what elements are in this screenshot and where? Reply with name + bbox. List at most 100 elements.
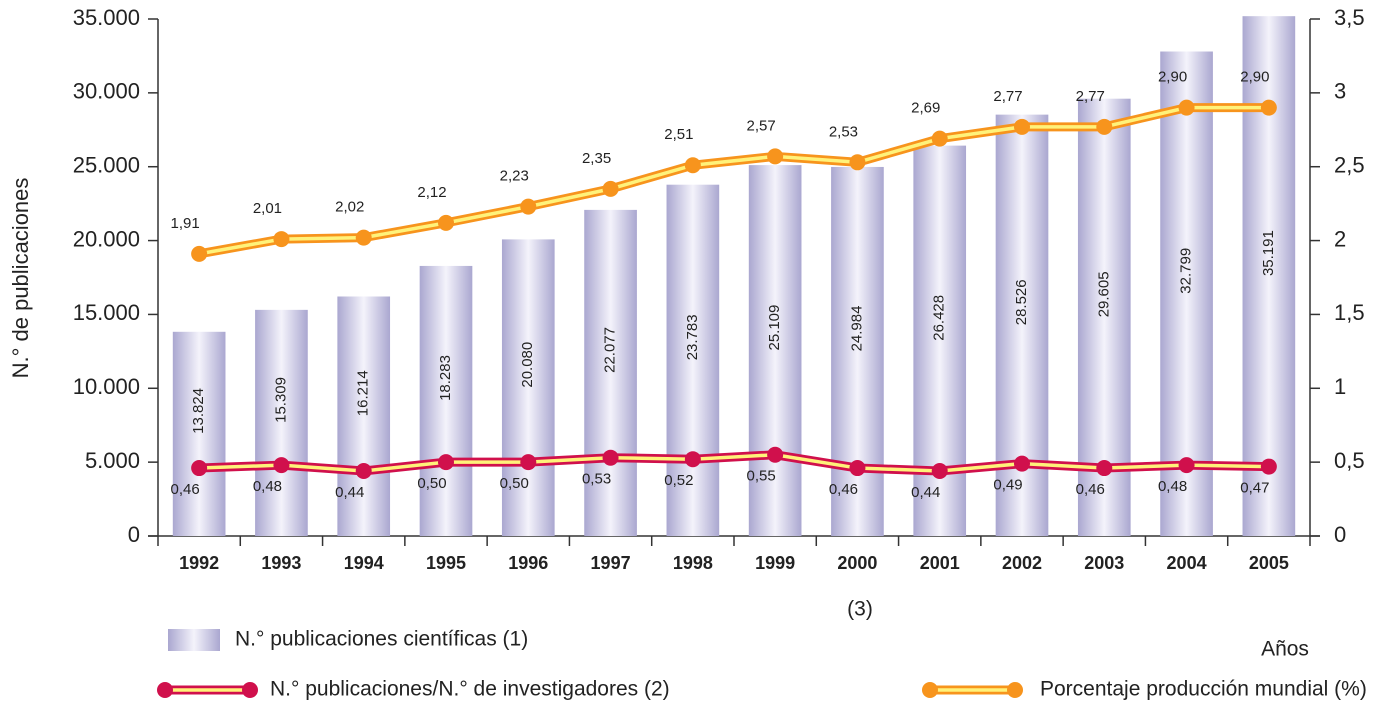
line-marker (931, 463, 948, 480)
line-value-label: 2,02 (335, 199, 364, 216)
x-tick-label: 2004 (1167, 553, 1207, 573)
line-value-label: 0,50 (500, 475, 529, 492)
x-tick-label: 2001 (920, 553, 960, 573)
bar-value-label: 28.526 (1013, 279, 1030, 325)
line-marker (684, 451, 701, 468)
legend-label: N.° publicaciones/N.° de investigadores … (270, 678, 670, 701)
x-tick-label: 2003 (1084, 553, 1124, 573)
bar-value-label: 20.080 (519, 342, 536, 388)
bar-value-label: 35.191 (1260, 230, 1277, 276)
y2-tick-label: 0,5 (1334, 448, 1365, 473)
line-marker (438, 214, 454, 231)
line (199, 452, 1269, 473)
line-marker (849, 460, 866, 477)
bar (1160, 51, 1213, 537)
line-marker (1014, 455, 1030, 472)
bar (501, 239, 555, 536)
line-value-label: 0,47 (1240, 480, 1269, 497)
y2-tick-label: 0 (1334, 522, 1346, 547)
y-tick-label: 0 (128, 522, 140, 547)
line-marker (602, 180, 619, 197)
line-value-label: 0,46 (171, 481, 200, 498)
x-tick-label: 2002 (1002, 553, 1042, 573)
bar (666, 184, 720, 537)
bar-value-label: 32.799 (1178, 248, 1195, 294)
line-value-label: 0,48 (1158, 478, 1187, 495)
line-value-label: 2,51 (664, 126, 693, 143)
bar-value-label: 15.309 (272, 377, 289, 423)
line-value-label: 2,90 (1158, 69, 1187, 86)
line-value-label: 0,49 (993, 477, 1022, 494)
y2-tick-label: 2,5 (1334, 153, 1365, 178)
legend-swatch (168, 629, 220, 651)
line-marker (273, 231, 290, 248)
x-tick-label: 2005 (1249, 553, 1289, 573)
line-marker (355, 463, 372, 480)
legend-label: Porcentaje producción mundial (%) (1040, 678, 1367, 701)
line-value-label: 0,52 (664, 472, 693, 489)
line-value-label: 0,50 (417, 475, 446, 492)
line-value-label: 0,46 (1076, 481, 1105, 498)
bar (337, 296, 391, 536)
bar-value-label: 25.109 (766, 305, 783, 351)
line-value-label: 2,01 (253, 200, 282, 217)
legend-swatch (242, 682, 258, 698)
line-marker (355, 229, 372, 246)
bar (584, 209, 637, 536)
x-axis-label: Años (1261, 638, 1309, 661)
y-tick-label: 5.000 (85, 448, 140, 473)
line-value-label: 2,23 (500, 168, 529, 185)
line-value-label: 0,53 (582, 471, 611, 488)
line-marker (1260, 99, 1277, 116)
y-tick-label: 20.000 (73, 226, 140, 251)
line-value-label: 0,55 (747, 468, 776, 485)
line-value-label: 2,53 (829, 123, 858, 140)
bar-value-label: 23.783 (684, 314, 701, 360)
line-marker (273, 457, 290, 474)
bar-value-label: 22.077 (602, 327, 619, 373)
note: (3) (847, 598, 873, 621)
x-tick-label: 1998 (673, 553, 713, 573)
y-tick-label: 10.000 (73, 374, 140, 399)
bar-value-label: 18.283 (437, 355, 454, 401)
legend-label: N.° publicaciones científicas (1) (235, 628, 528, 651)
legend-swatch (157, 682, 173, 698)
line-marker (767, 446, 784, 463)
line-value-label: 2,77 (1076, 88, 1105, 105)
bar-value-label: 16.214 (355, 370, 372, 416)
y2-tick-label: 2 (1334, 226, 1346, 251)
line-value-label: 0,44 (335, 484, 364, 501)
bar (172, 331, 226, 536)
line-marker (1260, 458, 1277, 475)
bar-value-label: 13.824 (190, 388, 207, 434)
y-axis-label: N.° de publicaciones (8, 178, 33, 379)
bar (419, 265, 473, 536)
line-value-label: 2,77 (993, 88, 1022, 105)
line-value-label: 2,12 (417, 184, 446, 201)
line-marker (1096, 118, 1113, 135)
line-value-label: 2,57 (747, 117, 776, 134)
y2-tick-label: 3 (1334, 79, 1346, 104)
line-marker (849, 154, 866, 171)
y2-tick-label: 1,5 (1334, 300, 1365, 325)
line-marker (191, 460, 208, 477)
line-marker (767, 148, 784, 165)
line-marker (1096, 460, 1113, 477)
line-value-label: 2,35 (582, 150, 611, 167)
y-tick-label: 25.000 (73, 153, 140, 178)
line-marker (684, 157, 701, 174)
line-marker (1014, 118, 1030, 135)
x-tick-label: 1994 (344, 553, 384, 573)
bar (255, 309, 308, 536)
line (198, 105, 1269, 256)
line-value-label: 0,44 (911, 484, 940, 501)
x-tick-label: 2000 (837, 553, 877, 573)
line-marker (520, 198, 537, 215)
y-tick-label: 15.000 (73, 300, 140, 325)
x-tick-label: 1997 (591, 553, 631, 573)
bar (748, 165, 802, 537)
legend-swatch (1007, 682, 1023, 698)
y2-tick-label: 3,5 (1334, 5, 1365, 30)
y-tick-label: 35.000 (73, 5, 140, 30)
